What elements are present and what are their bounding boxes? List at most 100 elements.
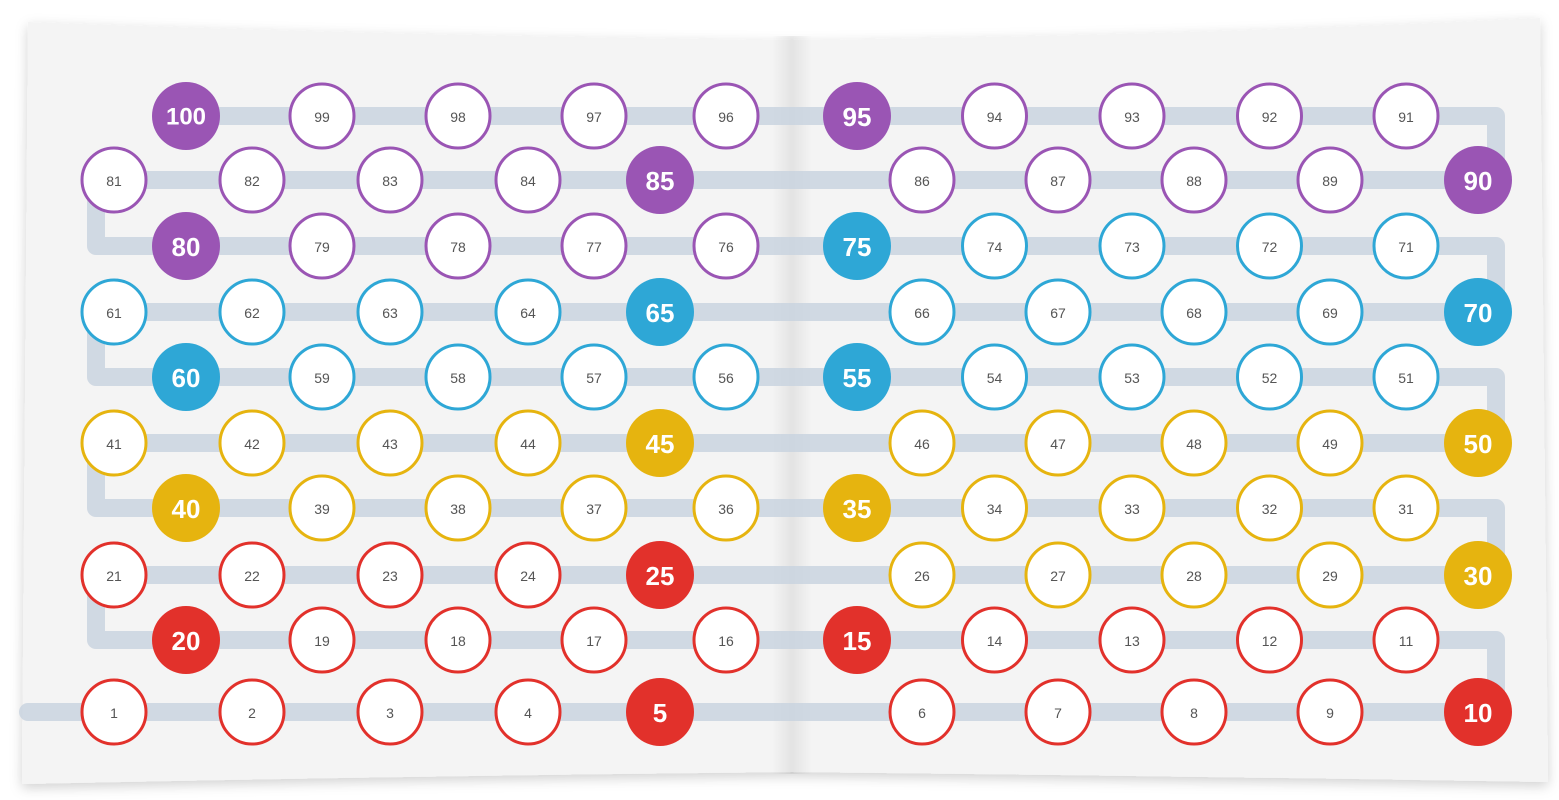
circle-shape: [888, 146, 956, 214]
number-circle-22: 22: [218, 541, 286, 609]
circle-shape: [1098, 606, 1166, 674]
circle-shape: [961, 82, 1028, 150]
number-circle-1: 1: [80, 678, 148, 746]
circle-number: 24: [520, 568, 536, 584]
number-circle-30: 30: [1444, 541, 1512, 609]
circle-number: 33: [1124, 501, 1140, 517]
circle-number: 31: [1398, 501, 1414, 517]
number-circle-51: 51: [1372, 343, 1440, 411]
circle-number: 39: [314, 501, 330, 517]
number-circle-55: 55: [823, 343, 891, 411]
circle-shape: [1024, 146, 1092, 214]
circle-shape: [560, 474, 628, 542]
circle-shape: [80, 541, 148, 609]
circle-number: 42: [244, 436, 260, 452]
circle-number: 25: [646, 561, 675, 591]
circle-number: 8: [1190, 705, 1198, 721]
circle-number: 71: [1398, 239, 1414, 255]
circle-shape: [1098, 82, 1166, 150]
circle-number: 21: [106, 568, 122, 584]
circle-number: 40: [172, 494, 201, 524]
circle-number: 65: [646, 298, 675, 328]
circle-shape: [692, 606, 760, 674]
number-circle-63: 63: [356, 278, 424, 346]
number-circle-72: 72: [1236, 212, 1303, 280]
circle-number: 70: [1464, 298, 1493, 328]
number-circle-54: 54: [961, 343, 1028, 411]
number-circle-31: 31: [1372, 474, 1440, 542]
number-circle-61: 61: [80, 278, 148, 346]
circle-shape: [218, 409, 286, 477]
circle-shape: [80, 409, 148, 477]
circle-number: 87: [1050, 173, 1066, 189]
circle-shape: [1236, 474, 1303, 542]
circle-number: 1: [110, 705, 118, 721]
circle-number: 82: [244, 173, 260, 189]
number-circle-12: 12: [1236, 606, 1303, 674]
number-circle-28: 28: [1160, 541, 1228, 609]
circle-number: 99: [314, 109, 330, 125]
circle-number: 22: [244, 568, 260, 584]
circle-number: 96: [718, 109, 734, 125]
number-circle-6: 6: [888, 678, 956, 746]
circle-shape: [1372, 343, 1440, 411]
circle-shape: [288, 212, 356, 280]
circle-number: 2: [248, 705, 256, 721]
circle-shape: [80, 278, 148, 346]
circle-shape: [626, 278, 694, 346]
number-circle-29: 29: [1296, 541, 1364, 609]
circle-number: 36: [718, 501, 734, 517]
number-circle-46: 46: [888, 409, 956, 477]
circle-number: 5: [653, 698, 667, 728]
circle-number: 54: [987, 370, 1003, 386]
number-circle-5: 5: [626, 678, 694, 746]
circle-number: 89: [1322, 173, 1338, 189]
circle-number: 74: [987, 239, 1003, 255]
circle-shape: [626, 678, 694, 746]
circle-number: 56: [718, 370, 734, 386]
number-circle-26: 26: [888, 541, 956, 609]
number-circle-47: 47: [1024, 409, 1092, 477]
number-circle-4: 4: [494, 678, 562, 746]
circle-shape: [356, 146, 424, 214]
number-circle-80: 80: [152, 212, 220, 280]
circle-shape: [560, 606, 628, 674]
circle-shape: [288, 606, 356, 674]
number-circle-48: 48: [1160, 409, 1228, 477]
circle-number: 59: [314, 370, 330, 386]
number-circle-100: 100: [152, 82, 220, 150]
circle-shape: [218, 678, 286, 746]
circle-number: 30: [1464, 561, 1493, 591]
circle-shape: [494, 678, 562, 746]
number-circle-60: 60: [152, 343, 220, 411]
circle-shape: [1444, 678, 1512, 746]
circle-number: 3: [386, 705, 394, 721]
circle-number: 15: [843, 626, 872, 656]
number-circle-79: 79: [288, 212, 356, 280]
number-circle-89: 89: [1296, 146, 1364, 214]
number-circle-76: 76: [692, 212, 760, 280]
circle-number: 41: [106, 436, 122, 452]
number-circle-18: 18: [424, 606, 492, 674]
circle-shape: [152, 82, 220, 150]
circle-number: 16: [718, 633, 734, 649]
circle-shape: [80, 678, 148, 746]
number-circle-38: 38: [424, 474, 492, 542]
circle-number: 77: [586, 239, 602, 255]
circle-number: 52: [1262, 370, 1278, 386]
circle-shape: [888, 541, 956, 609]
circle-shape: [626, 541, 694, 609]
circle-number: 86: [914, 173, 930, 189]
circle-shape: [424, 212, 492, 280]
number-circle-49: 49: [1296, 409, 1364, 477]
circle-number: 79: [314, 239, 330, 255]
circle-number: 48: [1186, 436, 1202, 452]
number-circle-16: 16: [692, 606, 760, 674]
number-circle-56: 56: [692, 343, 760, 411]
circle-shape: [1098, 343, 1166, 411]
number-circle-95: 95: [823, 82, 891, 150]
number-circle-52: 52: [1236, 343, 1303, 411]
number-circle-15: 15: [823, 606, 891, 674]
number-circle-99: 99: [288, 82, 356, 150]
number-circle-83: 83: [356, 146, 424, 214]
